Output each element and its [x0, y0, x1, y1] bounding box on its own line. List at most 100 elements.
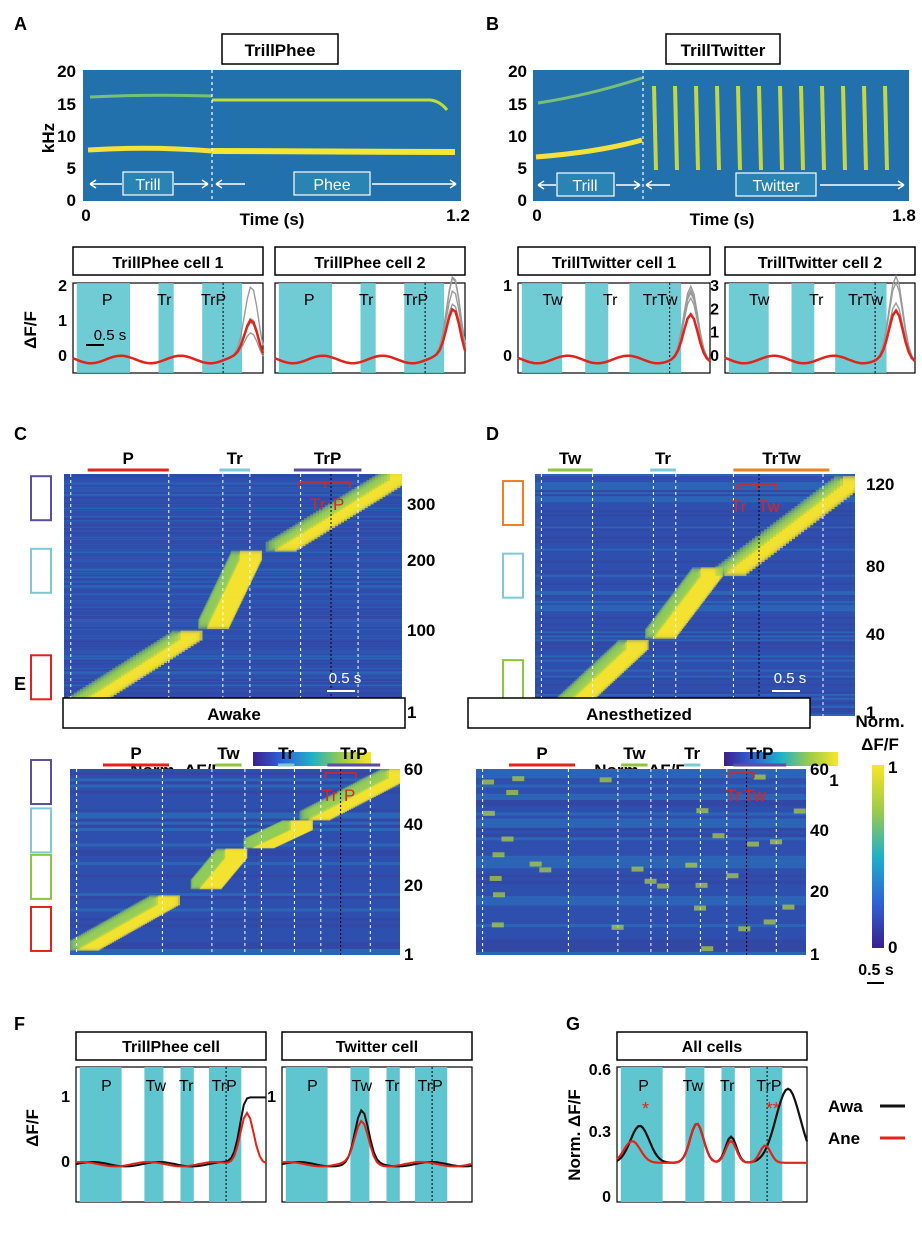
heatmap-row [64, 481, 402, 483]
heatmap-row [64, 649, 402, 651]
stim-band [620, 1067, 663, 1202]
heat-band [148, 895, 158, 906]
heatmap-row [535, 498, 855, 501]
heat-band [842, 476, 855, 487]
heatmap-row [64, 525, 402, 526]
stim-band [415, 1067, 448, 1202]
heatmap-row [64, 688, 402, 689]
heat-band [489, 875, 502, 881]
stim-label: Tw [352, 1078, 373, 1095]
twitter-syllable [862, 86, 868, 170]
heatmap-body [535, 474, 855, 716]
trace-line [72, 318, 265, 365]
heat-band [770, 839, 783, 845]
y-tick: 0.3 [589, 1124, 611, 1141]
y-tick: 60 [810, 760, 829, 779]
heatmap-row [476, 812, 806, 816]
x-tick: 0 [81, 206, 90, 225]
heatmap-row [476, 858, 806, 862]
heatmap-row [535, 639, 855, 642]
heatmap-row [64, 659, 402, 660]
heatmap-row [64, 623, 402, 625]
heat-band [157, 895, 180, 906]
y-tick: 1 [58, 313, 67, 330]
y-axis-label: Norm. ΔF/F [565, 1089, 584, 1181]
heatmap-row [476, 874, 806, 878]
stim-label: TrP [756, 1078, 781, 1095]
heatmap-row [64, 532, 402, 534]
stim-band [404, 283, 445, 373]
heatmap-row [535, 540, 855, 543]
heatmap-row [64, 524, 402, 526]
side-label [502, 480, 524, 527]
heatmap-row [535, 560, 855, 563]
df-label: ΔF/F [21, 311, 40, 349]
heatmap-row [70, 827, 400, 831]
heatmap-row [64, 497, 402, 499]
heatmap-row [535, 647, 855, 650]
stim-label: Tr [720, 1078, 735, 1095]
heatmap-row [70, 772, 400, 776]
heatmap-row [535, 490, 855, 493]
heatmap-row [535, 474, 855, 477]
heat-band [482, 810, 495, 816]
trace-line [281, 1119, 473, 1168]
heatmap-row [64, 487, 402, 489]
twitter-syllable [841, 86, 847, 170]
red-label: Tr [726, 786, 742, 805]
stim-band [285, 1067, 328, 1202]
panel-b-x-label: Time (s) [690, 210, 755, 229]
heatmap-row [535, 693, 855, 696]
panel-g-letter: G [566, 1014, 580, 1034]
heatmap-row [476, 800, 806, 804]
heatmap-row [70, 942, 400, 946]
group-label: TrP [340, 744, 367, 763]
y-tick: 1 [810, 945, 819, 964]
stim-label: TrP [212, 1078, 237, 1095]
heatmap-row [70, 908, 400, 912]
heatmap-row [64, 540, 402, 541]
stim-label: P [307, 1078, 318, 1095]
heatmap-row [64, 504, 402, 506]
heatmap-row [64, 489, 402, 491]
cell-panel: TrillPhee cell 2 P Tr TrP [274, 246, 467, 374]
stim-band [209, 1067, 242, 1202]
heatmap-row [535, 548, 855, 551]
side-label-box [30, 475, 52, 522]
heatmap-row [64, 518, 402, 520]
x-tick: 1.2 [446, 206, 470, 225]
heat-band [701, 946, 714, 952]
side-label [30, 905, 52, 952]
heatmap-row [476, 902, 806, 906]
heat-band [388, 769, 400, 779]
stim-label: Tr [179, 1078, 194, 1095]
group-label: Tr [684, 744, 700, 763]
heatmap-row [64, 696, 402, 697]
heatmap-row [535, 482, 855, 485]
side-label-box [30, 905, 52, 952]
cbar-label: ΔF/F [861, 735, 899, 754]
stim-label: Tw [683, 1078, 704, 1095]
heatmap-row [64, 655, 402, 657]
twitter-syllable [883, 86, 889, 170]
stim-band [76, 283, 130, 373]
heat-band [712, 833, 725, 839]
heatmap-row [64, 627, 402, 628]
heatmap-row [64, 680, 402, 682]
heatmap-row [535, 691, 855, 694]
heatmap-row [64, 531, 402, 533]
heatmap-row [64, 528, 402, 530]
segment-label: Trill [135, 177, 160, 194]
heatmap-row [476, 769, 806, 773]
twitter-syllable [778, 86, 784, 170]
heatmap-row [535, 635, 855, 638]
stim-label: Tw [749, 292, 770, 309]
heatmap-row [476, 855, 806, 859]
heatmap-row [64, 509, 402, 511]
heat-band [501, 836, 514, 842]
heatmap-row [64, 637, 402, 639]
stim-label: Tr [603, 292, 618, 309]
heatmap-row [64, 685, 402, 687]
group-label: P [123, 449, 134, 468]
heat-band [691, 567, 701, 578]
